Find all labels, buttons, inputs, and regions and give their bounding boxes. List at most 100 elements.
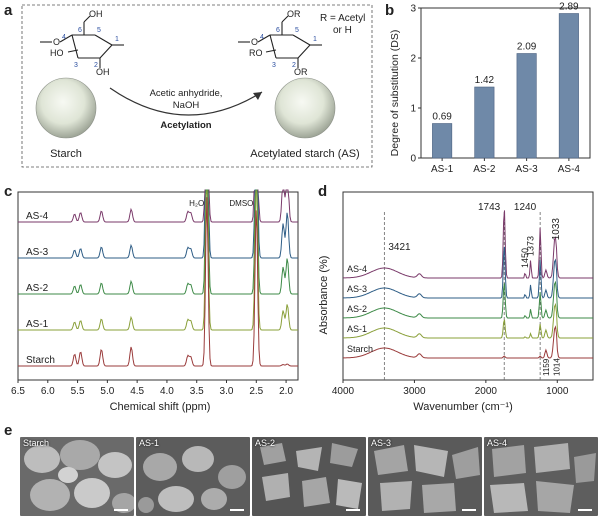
reaction-name: Acetylation	[160, 120, 211, 131]
starch-group-oh-top: OH	[89, 9, 103, 19]
nmr-x-tick-label: 4.5	[130, 386, 144, 397]
sem-image-as4: AS-4	[484, 437, 598, 516]
reaction-arrow	[109, 87, 263, 116]
starch-c5: 5	[97, 27, 101, 34]
sem-label: AS-4	[487, 438, 508, 448]
ds-bar	[516, 53, 537, 159]
panel-letter-a: a	[4, 2, 13, 19]
ftir-series-label: AS-1	[347, 324, 367, 334]
scale-bar	[230, 509, 244, 511]
nmr-x-tick-label: 5.0	[100, 386, 114, 397]
ds-y-tick-label: 1	[410, 104, 416, 115]
as-c3: 3	[272, 62, 276, 69]
nmr-series-label: Starch	[26, 355, 55, 366]
nmr-x-tick-label: 3.0	[220, 386, 234, 397]
ds-value-label: 0.69	[432, 112, 452, 123]
starch-group-o: O	[53, 37, 60, 47]
reaction-scheme: O OH HO OH 4 6 5 1 2 3 O OR RO OR 4 6 5 …	[21, 4, 373, 168]
nmr-x-tick-label: 2.0	[279, 386, 293, 397]
r-note-line2: or H	[333, 25, 352, 36]
starch-c4: 4	[62, 34, 66, 41]
ftir-series-line	[343, 246, 593, 299]
starch-c1: 1	[115, 36, 119, 43]
ftir-peak-label: 1159	[542, 358, 551, 376]
nmr-x-axis-label: Chemical shift (ppm)	[110, 401, 211, 413]
sem-image-starch: Starch	[20, 437, 134, 516]
as-c6: 6	[276, 27, 280, 34]
nmr-series-line	[18, 189, 298, 295]
ftir-peak-label: 1014	[552, 358, 561, 376]
as-group-o: O	[251, 37, 258, 47]
nmr-x-tick-label: 2.5	[249, 386, 263, 397]
as-group-ro: RO	[249, 48, 263, 58]
ds-y-tick-label: 0	[410, 154, 416, 165]
ftir-peak-label: 1033	[551, 218, 562, 241]
panel-letter-d: d	[318, 183, 328, 200]
ds-plot-frame	[420, 7, 591, 159]
ftir-y-axis-label: Absorbance (%)	[318, 256, 330, 335]
nmr-plot-frame	[17, 191, 299, 381]
sem-label: AS-1	[139, 438, 160, 448]
nmr-series-label: AS-4	[26, 211, 49, 222]
ds-bar	[558, 13, 579, 159]
ftir-spectra-chart: 4000 3000 2000 1000 AS-4 AS-3 AS-2 AS-1 Starch 34…	[318, 191, 594, 413]
ftir-series-line	[343, 210, 593, 279]
nmr-x-tick-label: 4.0	[160, 386, 174, 397]
ds-value-label: 2.89	[559, 2, 579, 13]
ftir-peak-label: 1373	[526, 236, 536, 256]
ds-y-tick-label: 3	[410, 4, 416, 15]
ds-bar	[474, 86, 495, 159]
sem-label: AS-2	[255, 438, 276, 448]
nmr-peak-label-dmso: DMSO	[229, 199, 253, 208]
ftir-series-label: Starch	[347, 344, 373, 354]
ds-y-tick-label: 2	[410, 54, 416, 65]
ds-bar	[432, 123, 453, 159]
acetylated-glucose-unit	[238, 15, 322, 68]
nmr-series-line	[18, 189, 298, 223]
ftir-peak-label: 1743	[478, 202, 501, 213]
scale-bar	[462, 509, 476, 511]
starch-c6: 6	[78, 27, 82, 34]
nmr-series-label: AS-2	[26, 283, 49, 294]
ds-value-label: 2.09	[517, 42, 537, 53]
sem-label: AS-3	[371, 438, 392, 448]
starch-powder-photo	[35, 77, 97, 139]
sem-image-as1: AS-1	[136, 437, 250, 516]
as-c5: 5	[295, 27, 299, 34]
ftir-peak-label: 3421	[388, 242, 411, 253]
product-caption: Acetylated starch (AS)	[250, 148, 359, 160]
nmr-series-label: AS-1	[26, 319, 49, 330]
nmr-series-line	[18, 189, 298, 331]
ftir-series-line	[343, 280, 593, 319]
ftir-plot-frame	[342, 191, 594, 381]
ftir-series-line	[343, 325, 593, 359]
ds-value-label: 1.42	[475, 75, 495, 86]
as-c2: 2	[292, 62, 296, 69]
ds-x-tick-label: AS-3	[516, 164, 539, 175]
ds-bar-chart: Degree of substitution (DS) 0 1 2 3 AS-1 AS-2…	[389, 2, 591, 175]
scale-bar	[114, 509, 128, 511]
nmr-series-label: AS-3	[26, 247, 49, 258]
ftir-x-tick-label: 1000	[546, 386, 569, 397]
ftir-x-tick-label: 3000	[403, 386, 426, 397]
ftir-peak-label: 1450	[520, 248, 530, 268]
ftir-series-label: AS-2	[347, 304, 367, 314]
nmr-spectra-chart: 6.5 6.0 5.5 5.0 4.5 4.0 3.5 3.0 2.5 2.0 AS-4 AS-3 AS…	[11, 189, 299, 413]
as-group-or-right: OR	[294, 67, 308, 77]
reagent-text: Acetic anhydride,	[150, 88, 223, 99]
ftir-x-axis-label: Wavenumber (cm⁻¹)	[413, 401, 513, 413]
scale-bar	[578, 509, 592, 511]
ds-x-tick-label: AS-1	[431, 164, 454, 175]
nmr-x-tick-label: 3.5	[190, 386, 204, 397]
as-c4: 4	[260, 34, 264, 41]
ds-x-tick-label: AS-2	[473, 164, 496, 175]
as-c1: 1	[313, 36, 317, 43]
ftir-x-tick-label: 2000	[475, 386, 498, 397]
nmr-x-tick-label: 6.0	[41, 386, 55, 397]
starch-group-oh-right: OH	[96, 67, 110, 77]
starch-c2: 2	[94, 62, 98, 69]
sem-image-as3: AS-3	[368, 437, 482, 516]
nmr-series-line	[18, 197, 298, 367]
panel-letter-b: b	[385, 2, 395, 19]
ftir-series-label: AS-3	[347, 284, 367, 294]
